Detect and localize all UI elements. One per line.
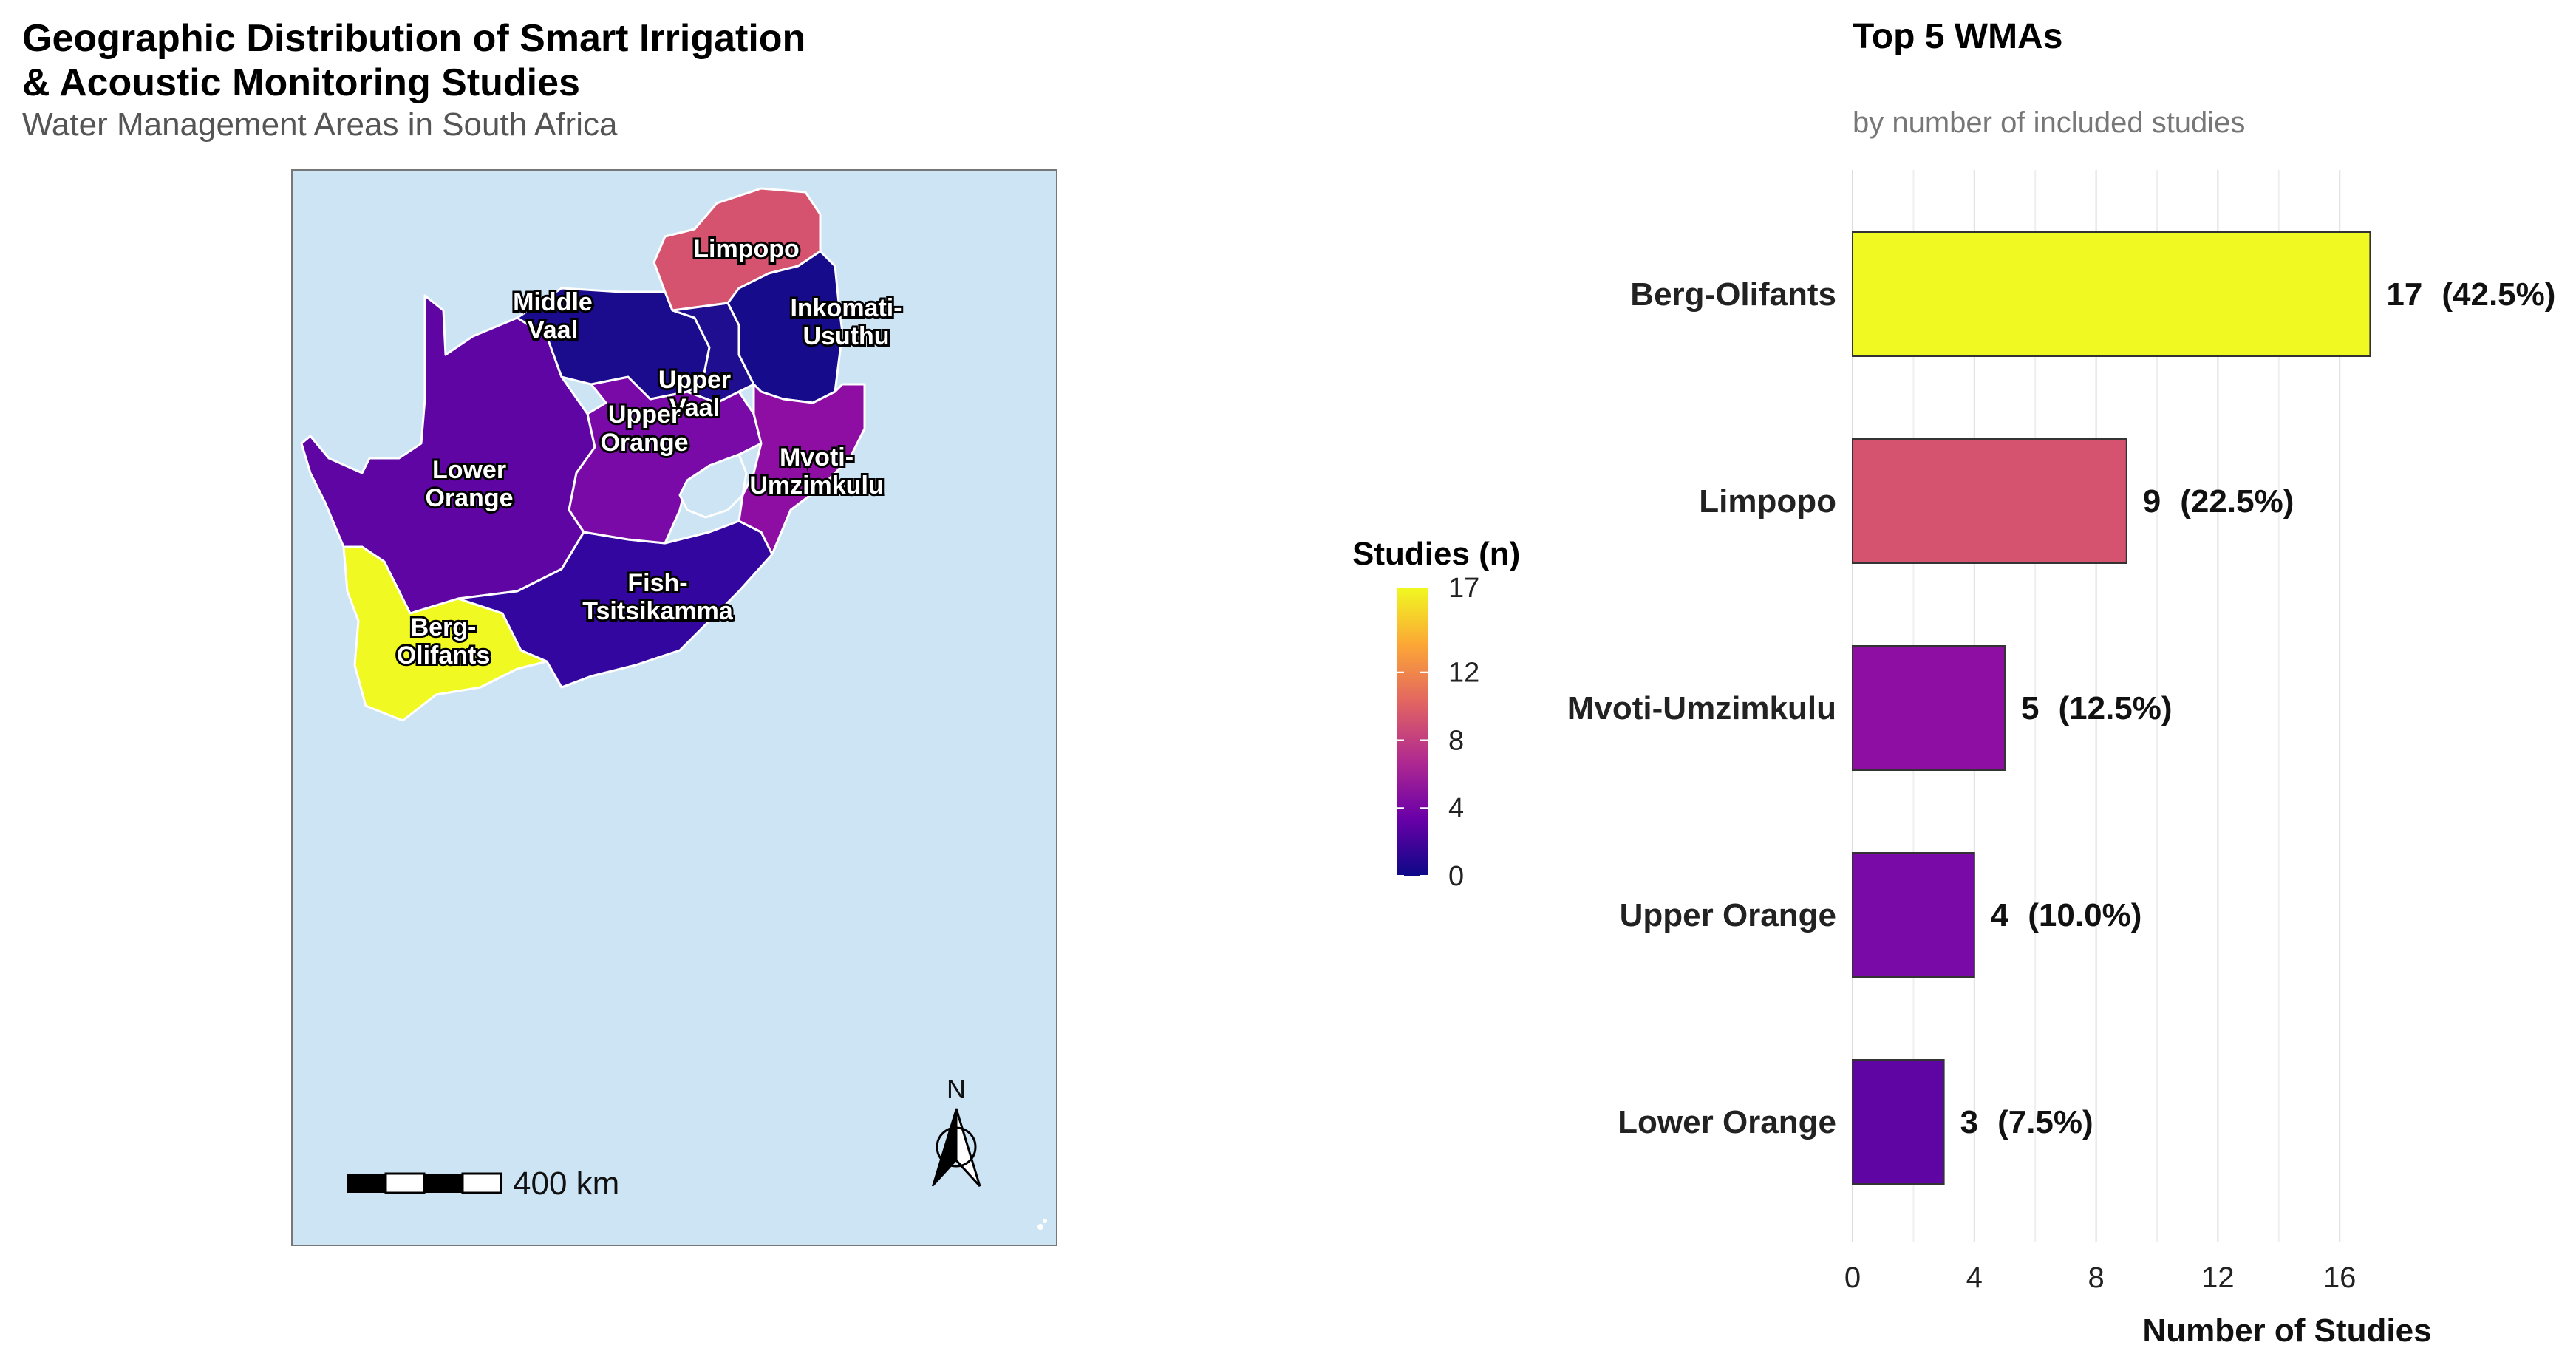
value-count: 3 [1960,1104,1978,1140]
scale-bar-segment-3 [424,1174,463,1193]
legend-tick-label: 17 [1448,573,1479,604]
region-label-inkomati: Inkomati- [790,294,902,322]
region-label-upper-orange: Upper [608,401,681,429]
region-label-fish: Fish- [627,569,687,597]
category-label: Berg-Olifants [1630,276,1836,313]
region-label-berg: Olifants [397,641,491,670]
map-regions [300,187,866,722]
legend-title: Studies (n) [1352,536,1521,572]
category-label: Upper Orange [1620,897,1836,933]
island-mark [1037,1224,1043,1230]
map-title: Geographic Distribution of Smart Irrigat… [22,16,805,105]
scale-bar-segment-2 [384,1172,426,1194]
region-label-berg: Berg- [411,613,477,641]
value-percent: (22.5%) [2180,483,2294,520]
bar-chart: Berg-Olifants 17 (42.5%) Limpopo 9 (22.5%) Mvo… [1567,170,2556,1349]
x-tick-label: 16 [2323,1262,2357,1294]
value-label: 3 (7.5%) [1960,1104,2093,1140]
value-percent: (12.5%) [2058,690,2172,726]
map-title-line-1: Geographic Distribution of Smart Irrigat… [22,17,806,60]
legend-tick-label: 0 [1448,861,1464,892]
region-labels: LimpopoInkomati-UsuthuMiddleVaalUpperVaa… [395,233,904,672]
x-tick-label: 4 [1966,1262,1983,1294]
scale-bar-label: 400 km [513,1165,619,1202]
bar[interactable] [1852,231,2371,357]
legend-ticks: 17 12 8 4 0 [1397,573,1479,892]
north-label: N [947,1074,966,1104]
legend-tick-label: 12 [1448,658,1479,689]
region-label-inkomati: Usuthu [803,322,889,350]
bar-x-axis: 0 4 8 12 16 [1844,1262,2357,1294]
scale-bar-segment-1 [347,1174,386,1193]
bar-chart-title: Top 5 WMAs [1853,17,2063,56]
value-count: 9 [2143,483,2161,520]
category-label: Mvoti-Umzimkulu [1567,690,1836,726]
value-count: 5 [2021,690,2039,726]
x-tick-label: 12 [2201,1262,2235,1294]
region-label-lower-orange: Orange [425,484,513,512]
bar-chart-subtitle: by number of included studies [1853,106,2246,139]
bar[interactable] [1852,852,1975,978]
value-label: 9 (22.5%) [2143,483,2294,520]
bar[interactable] [1852,1059,1945,1185]
region-label-fish: Tsitsikamma [582,597,734,625]
value-count: 4 [1991,897,2009,933]
map-subtitle: Water Management Areas in South Africa [22,106,618,143]
value-label: 4 (10.0%) [1991,897,2142,933]
region-inkomati-usuthu[interactable] [726,250,844,404]
island-mark [1043,1219,1047,1223]
x-tick-label: 8 [2088,1262,2104,1294]
map-title-line-2: & Acoustic Monitoring Studies [22,61,580,104]
legend-tick-label: 8 [1448,725,1464,756]
legend-tick-label: 4 [1448,793,1464,824]
scale-bar-segment-4 [461,1172,502,1194]
region-label-mvoti: Umzimkulu [749,472,883,500]
region-label-middle-vaal: Middle [513,288,593,316]
value-percent: (10.0%) [2028,897,2141,933]
bar-bars [1852,231,2371,1185]
region-label-middle-vaal: Vaal [528,316,578,344]
x-tick-label: 0 [1844,1262,1861,1294]
legend-colorbar [1397,588,1428,876]
value-count: 17 [2386,276,2422,313]
category-label: Lower Orange [1618,1104,1836,1140]
bar[interactable] [1852,645,2006,771]
north-arrow-icon: N [932,1074,981,1188]
value-label: 5 (12.5%) [2021,690,2173,726]
x-axis-title: Number of Studies [2142,1313,2431,1349]
bar[interactable] [1852,438,2127,564]
scale-bar: 400 km [347,1165,619,1202]
value-label: 17 (42.5%) [2386,276,2555,313]
color-legend: 17 12 8 4 0 [1397,573,1479,892]
region-label-upper-orange: Orange [600,429,688,457]
value-percent: (7.5%) [1997,1104,2093,1140]
bar-labels: Berg-Olifants 17 (42.5%) Limpopo 9 (22.5%) Mvo… [1567,276,2556,1140]
category-label: Limpopo [1699,483,1836,520]
region-label-upper-vaal: Vaal [669,394,720,422]
region-berg-olifants[interactable] [342,545,548,722]
region-label-mvoti: Mvoti- [780,443,853,472]
map-panel: LimpopoInkomati-UsuthuMiddleVaalUpperVaa… [291,169,1057,1246]
region-label-lower-orange: Lower [432,456,506,484]
lesotho-enclave [678,453,748,519]
region-label-limpopo: Limpopo [693,235,800,263]
value-percent: (42.5%) [2442,276,2555,313]
region-label-upper-vaal: Upper [658,366,731,394]
